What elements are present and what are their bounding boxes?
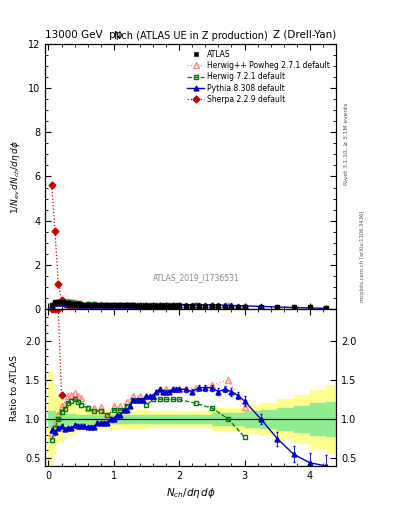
Text: Z (Drell-Yan): Z (Drell-Yan): [273, 30, 336, 40]
Title: Nch (ATLAS UE in Z production): Nch (ATLAS UE in Z production): [114, 31, 268, 41]
Text: Rivet 3.1.10, ≥ 3.1M events: Rivet 3.1.10, ≥ 3.1M events: [344, 102, 349, 184]
Text: mcplots.cern.ch [arXiv:1306.3436]: mcplots.cern.ch [arXiv:1306.3436]: [360, 210, 365, 302]
Text: ATLAS_2019_I1736531: ATLAS_2019_I1736531: [153, 273, 240, 282]
Text: 13000 GeV  pp: 13000 GeV pp: [45, 30, 123, 40]
Legend: ATLAS, Herwig++ Powheg 2.7.1 default, Herwig 7.2.1 default, Pythia 8.308 default: ATLAS, Herwig++ Powheg 2.7.1 default, He…: [185, 47, 332, 106]
X-axis label: $N_{ch}/d\eta\,d\phi$: $N_{ch}/d\eta\,d\phi$: [165, 486, 216, 500]
Y-axis label: Ratio to ATLAS: Ratio to ATLAS: [10, 355, 19, 421]
Y-axis label: $1/N_{ev}\,dN_{ch}/d\eta\,d\phi$: $1/N_{ev}\,dN_{ch}/d\eta\,d\phi$: [9, 139, 22, 214]
